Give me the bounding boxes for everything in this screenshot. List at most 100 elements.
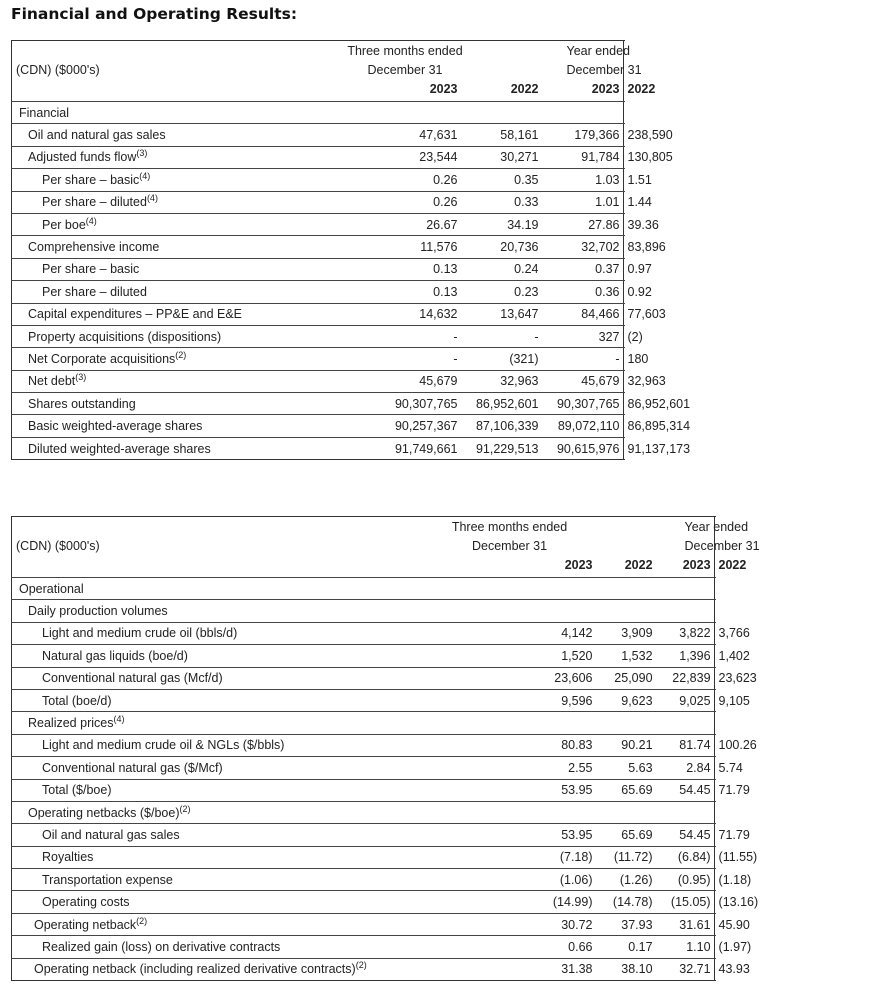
table-row: Total (boe/d) 9,596 9,623 9,025 9,105 [11,688,750,712]
cell-value: 1.01 [542,190,624,214]
table-row: Net Corporate acquisitions(2) - (321) -180 [11,347,648,371]
table-row: Daily production volumes [11,599,715,623]
year-header: 2023 [564,557,593,572]
row-label: Natural gas liquids (boe/d) [11,644,395,668]
cell-value: 53.95 [394,778,597,802]
cell-value: 47,631 [327,123,462,147]
unit-label: (CDN) ($000's) [16,538,100,553]
cell-value: 22,839 [656,666,715,690]
table-row: Property acquisitions (dispositions) - -32… [11,324,643,348]
cell-value: 0.17 [596,935,657,959]
footnote-marker: (3) [136,148,148,159]
year-header: 2023 [591,81,620,96]
cell-value: 327 [542,324,624,348]
group-header-three-months: December 31 [367,62,443,77]
cell-value: 38.10 [596,957,657,981]
row-label-text: Comprehensive income [28,240,160,255]
table-row: Diluted weighted-average shares 91,749,66… [11,436,690,460]
footnote-marker: (4) [85,215,97,226]
year-header: 2023 [429,81,458,96]
cell-value [542,100,624,124]
table-row: Operating netbacks ($/boe)(2) [11,800,715,824]
cell-value: - [327,324,462,348]
group-header-year: December 31 [684,538,760,553]
table-row: Oil and natural gas sales 47,631 58,161 179… [11,123,673,147]
header-row: Three months ended Year ended [12,41,630,61]
cell-value: 0.26 [327,168,462,192]
header-spacer [12,555,395,578]
footnote-marker: (3) [75,372,87,383]
cell-value: 179,366 [542,123,624,147]
cell-value: 31.61 [656,912,715,936]
row-label-text: Operational [19,581,84,596]
cell-value: 91,229,513 [461,436,543,460]
cell-value [327,100,462,124]
row-label: Operating netback (including realized de… [11,957,395,981]
cell-value: 3,909 [596,621,657,645]
cell-value: 2.55 [394,756,597,780]
cell-value: 0.36 [542,280,624,304]
row-label-text: Net Corporate acquisitions [28,351,176,366]
table-row: Royalties (7.18) (11.72) (6.84) (11.55) [11,845,757,869]
row-label-text: Operating costs [42,895,130,910]
cell-value: 90,307,765 [327,392,462,415]
cell-value: 31.38 [394,957,597,981]
cell-value: 32.71 [656,957,715,981]
row-label: Conventional natural gas (Mcf/d) [11,666,395,690]
cell-value: 4,142 [394,621,597,645]
cell-value: 32,702 [542,235,624,259]
cell-value: 90,307,765 [542,392,624,415]
cell-value: (14.99) [394,890,597,914]
cell-value: 27.86 [542,212,624,236]
cell-value: 87,106,339 [461,414,543,438]
cell-value: 30,271 [461,145,543,169]
unit-label [12,517,395,537]
row-label: Per share – basic [11,257,328,281]
group-header-year: December 31 [566,62,642,77]
header-row: (CDN) ($000's) December 31 December 31 [12,536,760,555]
financial-results-table: Three months ended Year ended (CDN) ($000'… [11,40,690,461]
cell-value: 2.84 [656,756,715,780]
row-label-text: Net debt [28,374,76,389]
row-label-text: Operating netback [34,917,137,932]
table-row: Operating netback (including realized de… [11,957,750,981]
cell-value: 0.24 [461,257,543,281]
row-label-text: Total ($/boe) [42,783,112,798]
table-row: Adjusted funds flow(3) 23,544 30,271 91,784… [11,145,673,169]
cell-value: 90,257,367 [327,414,462,438]
cell-value: (14.78) [596,890,657,914]
year-header-row: 2023 2022 2023 2022 [12,555,747,578]
row-label: Oil and natural gas sales [11,823,395,847]
row-label: Operating netback(2) [11,912,395,936]
table-row: Basic weighted-average shares 90,257,367 8… [11,414,690,438]
row-label: Operating netbacks ($/boe)(2) [11,800,395,824]
cell-value: 90,615,976 [542,436,624,460]
row-label-text: Total (boe/d) [42,693,112,708]
cell-value [394,800,597,824]
cell-value: 1,532 [596,644,657,668]
cell-value: 13,647 [461,302,543,326]
row-label: Total ($/boe) [11,778,395,802]
row-label-text: Conventional natural gas ($/Mcf) [42,760,223,775]
cell-value: - [461,324,543,348]
cell-value: 37.93 [596,912,657,936]
year-header: 2022 [510,81,539,96]
cell-value: 0.13 [327,257,462,281]
table-row: Shares outstanding 90,307,765 86,952,601 90… [11,392,690,415]
cell-value [394,576,597,600]
row-label: Net debt(3) [11,369,328,393]
row-label: Light and medium crude oil (bbls/d) [11,621,395,645]
cell-value: 84,466 [542,302,624,326]
cell-value: 65.69 [596,778,657,802]
group-header-year: Year ended [684,519,749,534]
cell-value: (6.84) [656,845,715,869]
table-row: Light and medium crude oil (bbls/d) 4,142… [11,621,750,645]
row-label: Diluted weighted-average shares [11,436,328,460]
row-label: Comprehensive income [11,235,328,259]
row-label-text: Per share – basic [42,262,140,277]
cell-value: (7.18) [394,845,597,869]
group-header-three-months: Three months ended [347,43,463,58]
cell-value: (1.06) [394,868,597,891]
table-row: Oil and natural gas sales 53.95 65.69 54.45… [11,823,750,847]
row-label-text: Operating netbacks ($/boe) [28,805,180,820]
